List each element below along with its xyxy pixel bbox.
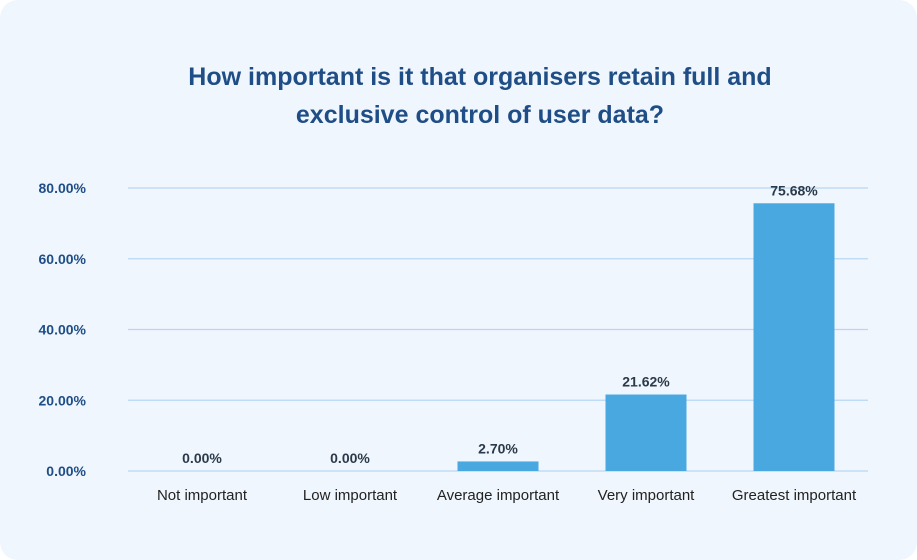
y-tick-label: 20.00% — [39, 392, 87, 408]
y-tick-label: 40.00% — [39, 322, 87, 338]
bar — [605, 394, 687, 471]
x-tick-label: Not important — [157, 487, 248, 504]
x-tick-label: Low important — [303, 487, 398, 504]
data-label: 75.68% — [770, 182, 818, 198]
data-label: 21.62% — [622, 374, 670, 390]
data-label: 2.70% — [478, 440, 518, 456]
x-tick-label: Average important — [437, 487, 560, 504]
bar — [753, 203, 835, 472]
chart-title: How important is it that organisers reta… — [120, 58, 840, 134]
chart-title-line-2: exclusive control of user data? — [295, 101, 665, 129]
y-tick-label: 0.00% — [46, 463, 86, 479]
bar — [457, 461, 539, 471]
data-label: 0.00% — [330, 450, 370, 466]
chart-title-line-1: How important is it that organisers reta… — [188, 63, 772, 91]
y-tick-label: 80.00% — [39, 180, 87, 196]
y-tick-label: 60.00% — [39, 251, 87, 267]
x-tick-label: Greatest important — [732, 487, 857, 504]
x-tick-label: Very important — [598, 487, 696, 504]
data-label: 0.00% — [182, 450, 222, 466]
